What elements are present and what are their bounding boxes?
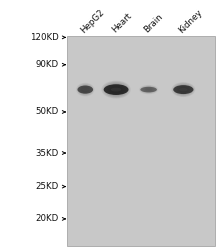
Text: Kidney: Kidney: [177, 8, 204, 35]
Text: Heart: Heart: [110, 12, 133, 35]
Ellipse shape: [103, 82, 130, 98]
Text: 90KD: 90KD: [35, 60, 59, 69]
Ellipse shape: [173, 83, 194, 96]
Text: Brain: Brain: [142, 12, 165, 35]
Text: 35KD: 35KD: [35, 148, 59, 158]
Ellipse shape: [102, 81, 131, 98]
Ellipse shape: [111, 88, 121, 92]
Text: HepG2: HepG2: [78, 8, 106, 35]
Ellipse shape: [173, 85, 194, 94]
FancyBboxPatch shape: [67, 36, 215, 246]
Ellipse shape: [145, 88, 152, 91]
Ellipse shape: [104, 84, 128, 95]
Ellipse shape: [171, 82, 195, 97]
Ellipse shape: [179, 88, 187, 91]
Ellipse shape: [140, 87, 157, 92]
Text: 25KD: 25KD: [35, 182, 59, 191]
Text: 50KD: 50KD: [35, 108, 59, 116]
Text: 20KD: 20KD: [35, 214, 59, 224]
Ellipse shape: [104, 82, 128, 97]
Text: 120KD: 120KD: [30, 33, 59, 42]
Ellipse shape: [82, 88, 89, 91]
Ellipse shape: [77, 86, 93, 94]
